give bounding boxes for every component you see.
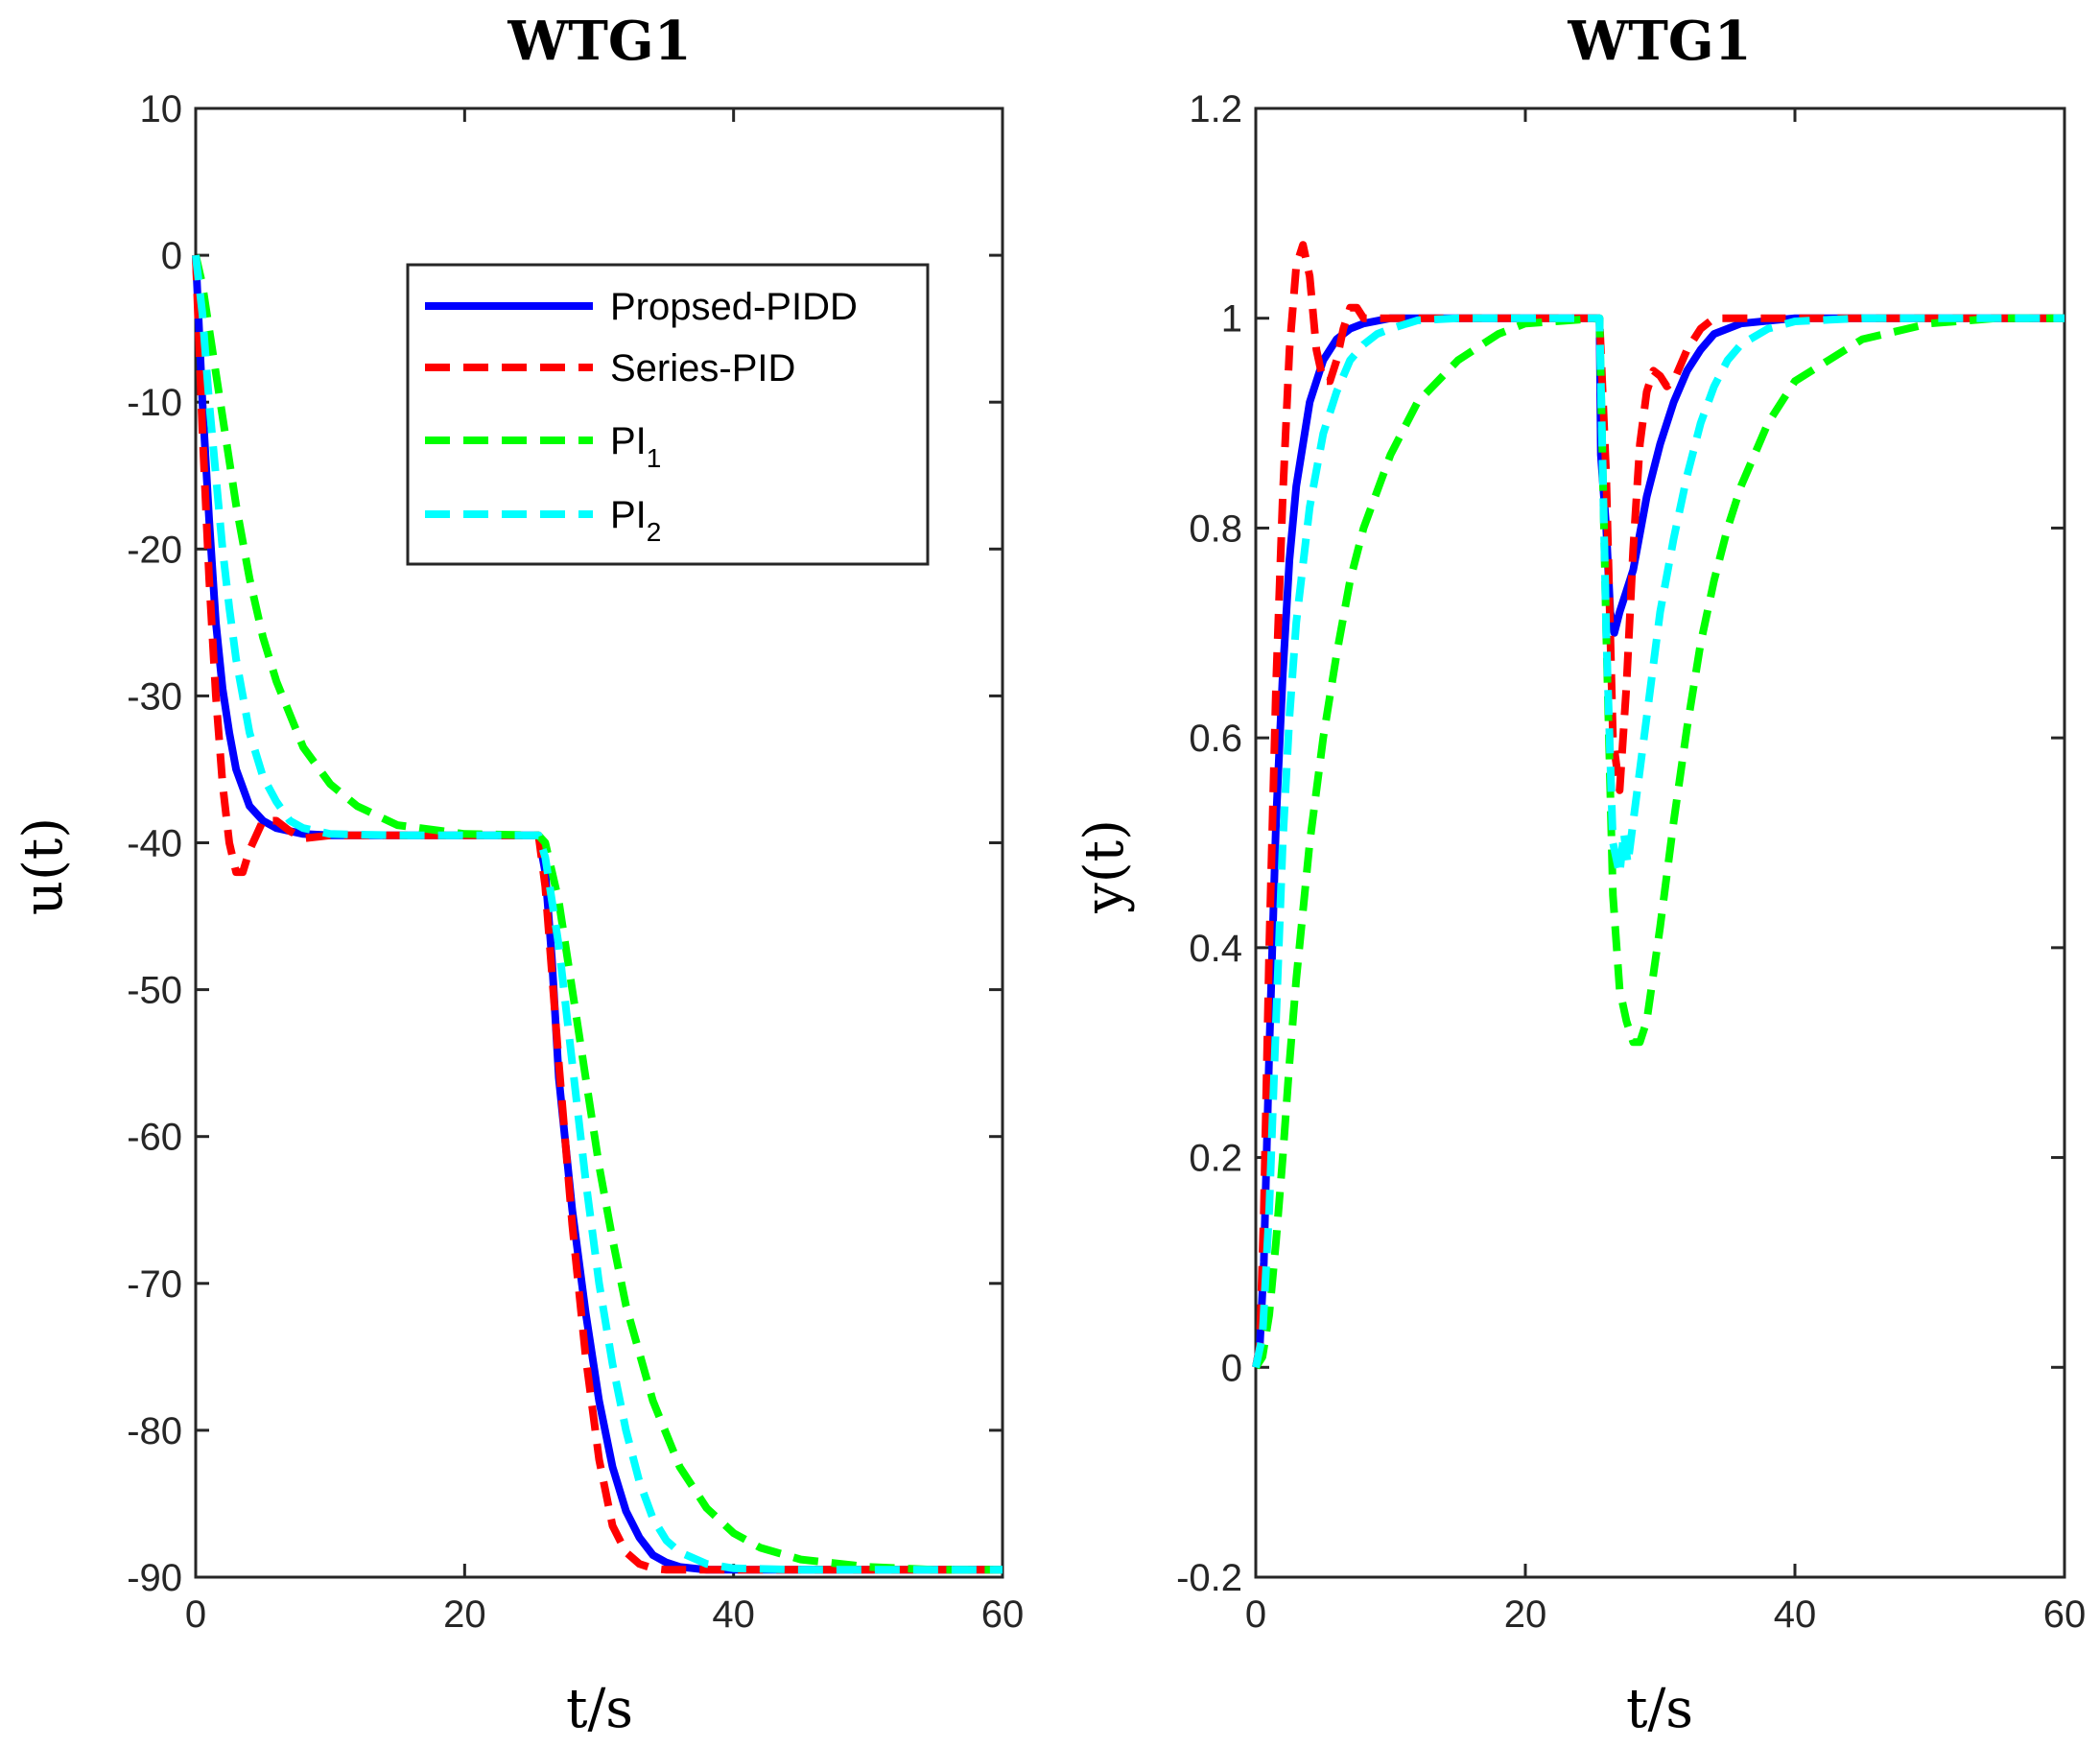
y-tick-label: -70 xyxy=(127,1263,182,1306)
left-chart-title: WTG1 xyxy=(507,10,691,73)
figure: -90-80-70-60-50-40-30-20-10010 0 20 40 60 W… xyxy=(0,0,2100,1746)
y-tick-label: 1 xyxy=(1221,298,1242,341)
x-tick-label: 20 xyxy=(443,1593,486,1636)
y-tick-label: -0.2 xyxy=(1176,1557,1242,1599)
x-tick-label: 60 xyxy=(2043,1593,2087,1636)
y-tick-label: -30 xyxy=(127,675,182,718)
right-chart-title: WTG1 xyxy=(1567,10,1751,73)
y-tick-label: -80 xyxy=(127,1410,182,1452)
y-tick-label: 0.4 xyxy=(1189,928,1242,970)
y-tick-label: 0.8 xyxy=(1189,507,1242,550)
y-tick-label: 10 xyxy=(140,88,183,130)
left-x-axis-label: t/s xyxy=(566,1678,633,1740)
y-tick-label: 0.6 xyxy=(1189,718,1242,760)
figure-background xyxy=(0,0,2100,1746)
legend-label-series-pid: Series-PID xyxy=(610,347,795,389)
y-tick-label: 0.2 xyxy=(1189,1138,1242,1180)
x-tick-label: 40 xyxy=(1774,1593,1817,1636)
legend: Propsed-PIDD Series-PID PI1 PI2 xyxy=(408,265,928,564)
y-tick-label: 0 xyxy=(161,235,182,277)
x-tick-label: 20 xyxy=(1504,1593,1547,1636)
right-x-axis-label: t/s xyxy=(1626,1678,1693,1740)
x-tick-label: 0 xyxy=(1245,1593,1266,1636)
y-tick-label: 0 xyxy=(1221,1347,1242,1389)
x-tick-label: 0 xyxy=(185,1593,206,1636)
y-tick-label: -40 xyxy=(127,823,182,865)
y-tick-label: 1.2 xyxy=(1189,88,1242,130)
left-y-axis-label: u(t) xyxy=(12,817,75,915)
y-tick-label: -50 xyxy=(127,970,182,1012)
x-tick-label: 60 xyxy=(981,1593,1025,1636)
y-tick-label: -20 xyxy=(127,529,182,571)
right-y-axis-label: y(t) xyxy=(1074,819,1136,914)
y-tick-label: -90 xyxy=(127,1557,182,1599)
legend-label-propsed-pidd: Propsed-PIDD xyxy=(610,286,858,328)
y-tick-label: -60 xyxy=(127,1117,182,1159)
y-tick-label: -10 xyxy=(127,382,182,424)
x-tick-label: 40 xyxy=(712,1593,755,1636)
